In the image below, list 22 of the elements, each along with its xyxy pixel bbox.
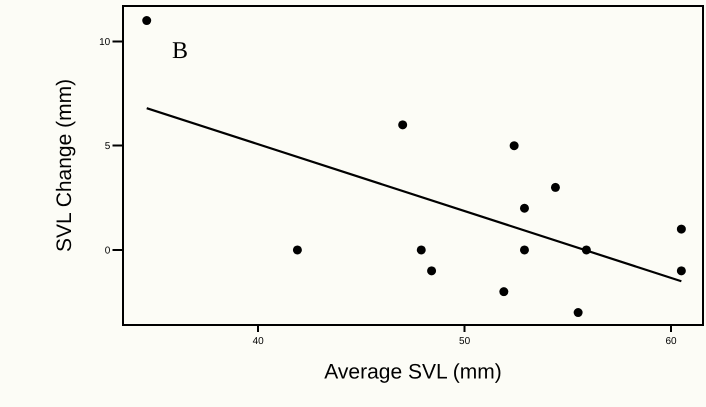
y-tick-label: 10 bbox=[99, 36, 111, 48]
point bbox=[510, 141, 519, 150]
y-tick-label: 5 bbox=[104, 141, 111, 152]
point bbox=[676, 224, 686, 234]
point bbox=[416, 245, 426, 254]
x-tick-label: 50 bbox=[459, 336, 471, 347]
point bbox=[398, 120, 408, 130]
point bbox=[520, 204, 529, 213]
y-tick-label: 0 bbox=[104, 245, 111, 256]
x-tick-label: 60 bbox=[665, 336, 678, 347]
point bbox=[676, 266, 686, 276]
point bbox=[499, 287, 508, 296]
point bbox=[292, 245, 302, 254]
point bbox=[574, 308, 583, 318]
point bbox=[520, 245, 529, 254]
x-tick-label: 40 bbox=[252, 336, 264, 347]
point bbox=[142, 16, 152, 26]
x-axis-title: Average SVL (mm) bbox=[324, 360, 502, 384]
y-axis-title: SVL Change (mm) bbox=[52, 78, 76, 252]
annotation: B bbox=[172, 38, 188, 64]
point bbox=[427, 266, 436, 276]
point bbox=[550, 182, 560, 192]
